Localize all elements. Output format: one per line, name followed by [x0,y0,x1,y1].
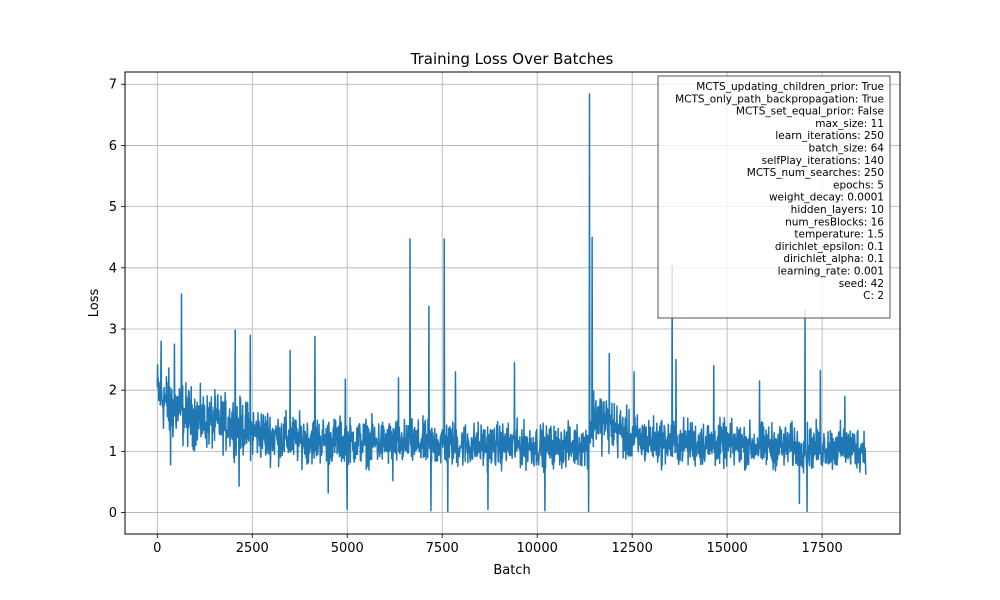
legend-lines: MCTS_updating_children_prior: TrueMCTS_o… [675,81,884,302]
legend-entry: hidden_layers: 10 [791,204,884,216]
legend-entry: max_size: 11 [815,118,884,130]
legend-entry: learning_rate: 0.001 [778,266,884,278]
legend-entry: learn_iterations: 250 [775,130,884,142]
x-tick-label: 2500 [236,541,269,556]
x-tick-label: 7500 [426,541,459,556]
legend-entry: weight_decay: 0.0001 [769,192,884,204]
legend-entry: MCTS_num_searches: 250 [747,167,884,179]
x-tick-label: 12500 [611,541,652,556]
y-tick-label: 4 [109,261,117,276]
x-ticks: 0 2500 5000 7500 10000 12500 15000 17500 [153,534,843,556]
y-tick-label: 3 [109,323,117,338]
y-tick-label: 1 [109,445,117,460]
legend-entry: seed: 42 [839,278,884,290]
legend-entry: MCTS_only_path_backpropagation: True [675,93,884,105]
plot-frame [124,71,901,535]
legend-entry: num_resBlocks: 16 [785,216,884,228]
y-tick-label: 0 [109,506,117,521]
legend-entry: selfPlay_iterations: 140 [762,155,884,167]
y-tick-label: 7 [109,78,117,93]
legend-entry: temperature: 1.5 [794,229,884,241]
x-tick-label: 0 [153,541,161,556]
legend-entry: MCTS_set_equal_prior: False [736,106,884,118]
legend-entry: C: 2 [863,290,884,302]
x-axis-label: Batch [493,563,530,578]
series-group [156,93,867,513]
legend-entry: MCTS_updating_children_prior: True [696,81,884,93]
legend: MCTS_updating_children_prior: TrueMCTS_o… [657,75,891,319]
x-tick-label: 5000 [331,541,364,556]
legend-box [657,75,891,319]
x-tick-label: 10000 [517,541,558,556]
legend-entry: dirichlet_alpha: 0.1 [783,253,884,265]
y-tick-label: 2 [109,384,117,399]
loss-line [156,93,867,513]
y-axis-label: Loss [87,289,102,318]
y-tick-label: 5 [109,200,117,215]
x-tick-label: 15000 [706,541,747,556]
legend-entry: epochs: 5 [833,179,884,191]
x-tick-label: 17500 [801,541,842,556]
legend-entry: batch_size: 64 [809,143,885,155]
chart-title: Training Loss Over Batches [410,50,614,68]
y-tick-label: 6 [109,139,117,154]
y-ticks: 0 1 2 3 4 5 6 7 [109,78,125,521]
legend-entry: dirichlet_epsilon: 0.1 [775,241,884,253]
